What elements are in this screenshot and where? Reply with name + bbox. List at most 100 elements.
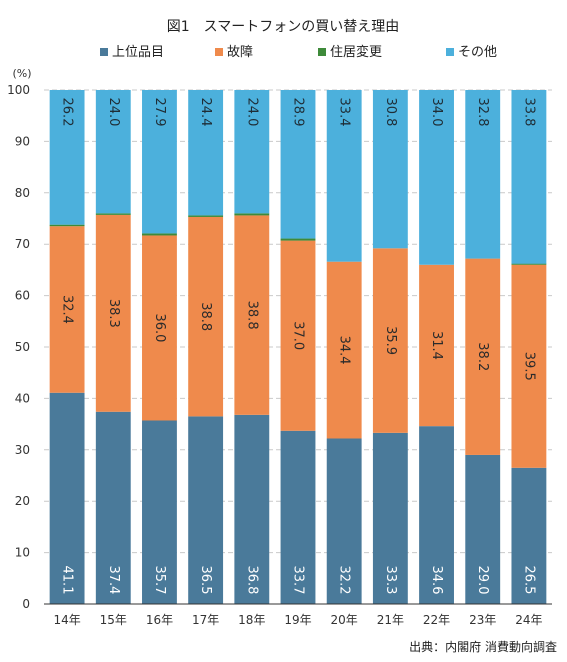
x-tick-label: 14年 (53, 613, 80, 627)
data-label: 34.4 (337, 336, 352, 365)
legend-label: その他 (458, 45, 497, 60)
bar-segment (511, 264, 547, 468)
bar-segment (49, 90, 85, 225)
data-label: 38.8 (244, 301, 259, 330)
bar-segment (326, 261, 362, 439)
bar-segment (49, 224, 85, 227)
bar-segment (95, 90, 131, 214)
x-tick-label: 24年 (515, 613, 542, 627)
bar-segment (142, 420, 177, 604)
data-label: 39.5 (521, 352, 536, 381)
data-label: 36.5 (198, 566, 213, 595)
data-label: 36.8 (244, 566, 259, 595)
legend-swatch (446, 48, 454, 56)
y-tick-label: 50 (15, 340, 30, 354)
x-tick-label: 16年 (146, 613, 173, 627)
bar-segment (280, 238, 316, 241)
bar-segment (188, 90, 224, 216)
bar-segment (511, 90, 547, 264)
data-label: 26.2 (60, 98, 75, 127)
data-label: 38.2 (475, 342, 490, 371)
legend-label: 住居変更 (330, 44, 382, 60)
y-axis-unit: (%) (12, 67, 31, 80)
data-label: 37.0 (291, 321, 306, 350)
bar-segment (419, 90, 454, 265)
data-label: 29.0 (475, 566, 490, 595)
bar-segment (142, 90, 177, 234)
x-axis-ticks: 14年 15年 16年 17年 18年 19年 20年 21年 22年 23年 24年 (53, 613, 542, 627)
y-tick-label: 40 (15, 391, 30, 405)
data-label: 32.2 (337, 566, 352, 595)
data-label: 38.8 (198, 302, 213, 331)
x-tick-label: 21年 (377, 613, 404, 627)
data-label: 36.0 (152, 314, 167, 343)
bar-segment (188, 416, 224, 604)
bar-segment (142, 235, 177, 421)
y-tick-label: 60 (15, 289, 30, 303)
x-tick-label: 22年 (423, 613, 450, 627)
bar-segment (419, 426, 454, 604)
y-tick-label: 90 (15, 134, 30, 148)
data-label: 38.3 (106, 299, 121, 328)
data-label: 30.8 (383, 98, 398, 127)
bar-segment (372, 432, 408, 604)
bar-segment (465, 90, 501, 259)
y-axis-ticks: 0 10 20 30 40 50 60 70 80 90 100 (7, 83, 30, 611)
data-label: 28.9 (291, 98, 306, 127)
y-tick-label: 70 (15, 237, 30, 251)
data-label: 33.3 (383, 566, 398, 595)
x-tick-label: 19年 (284, 613, 311, 627)
legend-swatch (318, 48, 326, 56)
legend: 上位品目 故障 住居変更 その他 (100, 44, 497, 60)
bar-segment (234, 90, 270, 214)
data-label: 32.8 (475, 98, 490, 127)
bar-segment (95, 213, 131, 215)
legend-label: 上位品目 (112, 45, 164, 60)
data-label: 41.1 (60, 566, 75, 595)
data-label: 24.4 (198, 98, 213, 127)
bar-segment (234, 414, 270, 604)
chart-title: 図1 スマートフォンの買い替え理由 (167, 19, 400, 35)
bar-segment (95, 411, 131, 604)
bar-segment (511, 467, 547, 604)
data-label: 33.8 (521, 98, 536, 127)
y-tick-label: 80 (15, 186, 30, 200)
bar-segment (142, 233, 177, 236)
bar-segment (188, 216, 224, 417)
bar-segment (234, 215, 270, 415)
y-tick-label: 30 (15, 443, 30, 457)
legend-swatch (215, 48, 223, 56)
data-label: 26.5 (521, 566, 536, 595)
y-tick-label: 0 (22, 597, 30, 611)
legend-label: 故障 (227, 45, 253, 60)
y-tick-label: 10 (15, 546, 30, 560)
data-label: 35.7 (152, 566, 167, 595)
x-tick-label: 17年 (192, 613, 219, 627)
data-label: 34.6 (429, 566, 444, 595)
bar-segment (280, 430, 316, 604)
source-note: 出典：内閣府 消費動向調査 (409, 639, 557, 654)
data-label: 27.9 (152, 98, 167, 127)
data-label: 37.4 (106, 566, 121, 595)
x-tick-label: 15年 (100, 613, 127, 627)
bar-segment (326, 90, 362, 262)
bar-segment (95, 214, 131, 412)
bar-segment (372, 248, 408, 433)
data-label: 32.4 (60, 295, 75, 324)
data-label: 33.7 (291, 566, 306, 595)
x-tick-label: 20年 (331, 613, 358, 627)
bar-segment (234, 213, 270, 216)
x-tick-label: 18年 (238, 613, 265, 627)
data-label: 24.0 (244, 98, 259, 127)
bar-segment (188, 215, 224, 217)
data-label: 31.4 (429, 331, 444, 360)
data-label: 24.0 (106, 98, 121, 127)
data-label: 34.0 (429, 98, 444, 127)
y-tick-label: 20 (15, 494, 30, 508)
data-label: 35.9 (383, 326, 398, 355)
x-tick-label: 23年 (469, 613, 496, 627)
bar-segment (465, 258, 501, 455)
bar-segment (372, 90, 408, 249)
bar-segment (511, 263, 547, 265)
